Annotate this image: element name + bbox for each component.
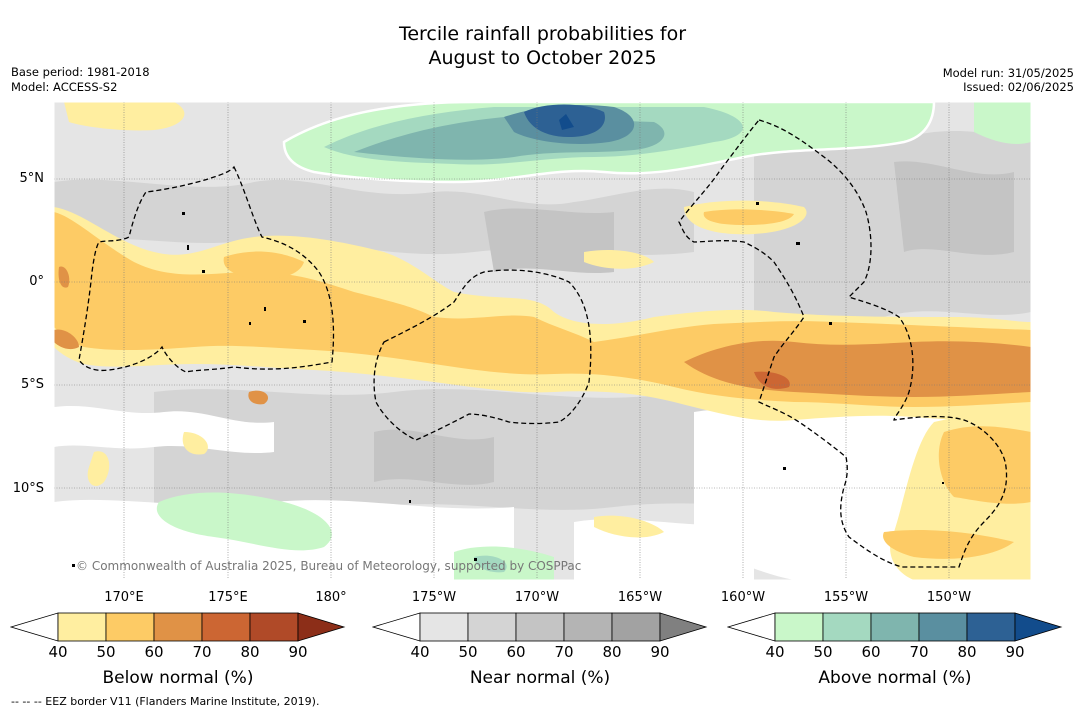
colorbar-below-normal-high-arrow: [297, 612, 346, 642]
colorbar-near-normal-tick: 50: [458, 643, 478, 661]
colorbar-above-normal-segment: [966, 612, 1016, 642]
colorbar-below-normal-title: Below normal (%): [102, 668, 254, 688]
lon-label-155w: 155°W: [823, 590, 869, 605]
rainfall-probability-map: [54, 102, 1031, 580]
colorbar-near-normal-segment: [515, 612, 565, 642]
lat-label-5s: 5°S: [20, 377, 44, 392]
model-name: Model: ACCESS-S2: [11, 80, 118, 94]
colorbar-below-normal-tick: 40: [48, 643, 68, 661]
colorbar-near-normal-segment: [563, 612, 613, 642]
colorbar-near-normal-segment: [419, 612, 469, 642]
lon-label-165w: 165°W: [617, 590, 663, 605]
colorbar-below-normal-segment: [249, 612, 299, 642]
lon-label-175e: 175°E: [208, 590, 248, 605]
colorbar-above-normal-tick: 80: [957, 643, 977, 661]
colorbar-near-normal-title: Near normal (%): [469, 668, 611, 688]
colorbar-near-normal-tick: 40: [410, 643, 430, 661]
colorbar-above-normal: [727, 612, 1063, 642]
colorbar-near-normal-tick: 70: [554, 643, 574, 661]
lon-label-150w: 150°W: [926, 590, 972, 605]
colorbar-near-normal-tick: 80: [602, 643, 622, 661]
map-title-line1: Tercile rainfall probabilities for: [398, 23, 687, 45]
lat-label-0: 0°: [29, 274, 44, 289]
lat-label-5n: 5°N: [19, 171, 45, 186]
colorbar-near-normal-segment: [611, 612, 661, 642]
colorbar-above-normal-tick: 60: [861, 643, 881, 661]
eez-footnote: -- -- -- EEZ border V11 (Flanders Marine…: [11, 695, 320, 708]
colorbar-below-normal: [10, 612, 346, 642]
colorbar-near-normal-segment: [467, 612, 517, 642]
below-normal-regions: [54, 102, 1031, 580]
colorbar-near-normal-low-arrow: [372, 612, 421, 642]
colorbar-above-normal-segment: [870, 612, 920, 642]
base-period: Base period: 1981-2018: [11, 65, 150, 79]
colorbar-below-normal-segment: [153, 612, 203, 642]
colorbar-near-normal-high-arrow: [659, 612, 708, 642]
colorbar-below-normal-tick: 60: [144, 643, 164, 661]
lon-label-180: 180°: [315, 590, 347, 605]
colorbar-below-normal-low-arrow: [10, 612, 59, 642]
colorbar-near-normal: [372, 612, 708, 642]
lat-label-10s: 10°S: [12, 481, 44, 496]
colorbar-above-normal-segment: [774, 612, 824, 642]
colorbar-above-normal-tick: 50: [813, 643, 833, 661]
colorbar-below-normal-tick: 80: [240, 643, 260, 661]
eez-borders: [78, 119, 1008, 568]
colorbar-near-normal-tick: 60: [506, 643, 526, 661]
graticule: [54, 102, 1031, 580]
colorbar-below-normal-segment: [105, 612, 155, 642]
colorbar-below-normal-tick: 50: [96, 643, 116, 661]
copyright-notice: © Commonwealth of Australia 2025, Bureau…: [76, 559, 582, 573]
colorbar-above-normal-segment: [918, 612, 968, 642]
colorbar-below-normal-segment: [201, 612, 251, 642]
colorbar-above-normal-tick: 40: [765, 643, 785, 661]
map-title-line2: August to October 2025: [428, 47, 657, 69]
model-run-date: Model run: 31/05/2025: [942, 66, 1074, 80]
colorbar-below-normal-tick: 70: [192, 643, 212, 661]
colorbar-above-normal-segment: [822, 612, 872, 642]
lon-label-160w: 160°W: [720, 590, 766, 605]
colorbar-above-normal-tick: 70: [909, 643, 929, 661]
colorbar-above-normal-title: Above normal (%): [818, 668, 972, 688]
colorbar-above-normal-low-arrow: [727, 612, 776, 642]
colorbar-above-normal-tick: 90: [1005, 643, 1025, 661]
lon-label-175w: 175°W: [411, 590, 457, 605]
above-normal-regions: [156, 102, 1031, 580]
lon-label-170e: 170°E: [104, 590, 144, 605]
islands: [72, 202, 944, 567]
colorbar-below-normal-tick: 90: [288, 643, 308, 661]
issued-date: Issued: 02/06/2025: [963, 80, 1074, 94]
colorbar-above-normal-high-arrow: [1014, 612, 1063, 642]
colorbar-near-normal-tick: 90: [650, 643, 670, 661]
colorbar-below-normal-segment: [57, 612, 107, 642]
lon-label-170w: 170°W: [514, 590, 560, 605]
